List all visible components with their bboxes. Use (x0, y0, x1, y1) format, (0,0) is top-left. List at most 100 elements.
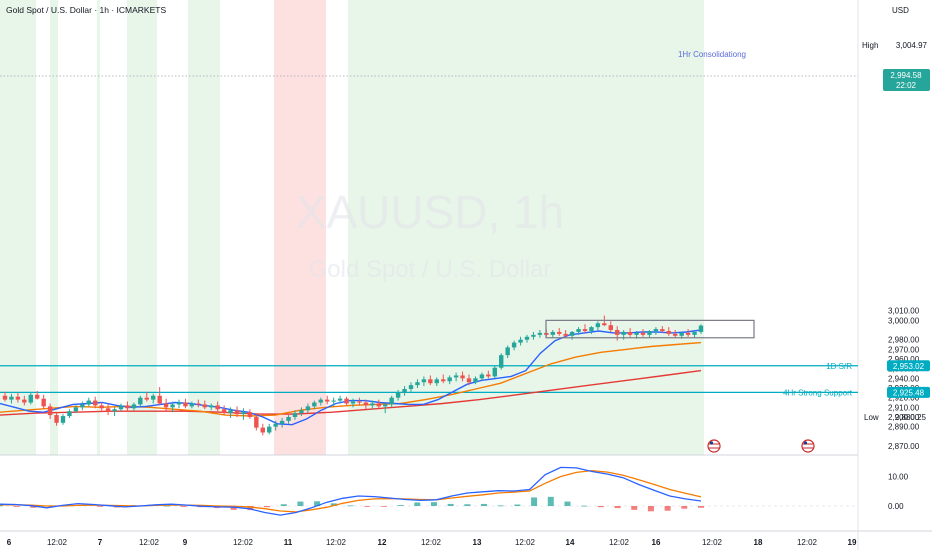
macd-line (0, 466, 702, 516)
candle-body (35, 394, 40, 399)
histogram-bar (430, 502, 437, 506)
consolidation-box[interactable] (545, 319, 755, 339)
candle-body (499, 355, 504, 368)
time-tick-label: 16 (652, 538, 661, 547)
candle-body (47, 406, 53, 416)
candle-body (557, 331, 562, 334)
candle-body (2, 395, 8, 400)
macd-signal-line (0, 469, 702, 513)
candle-body (550, 331, 555, 335)
level-4h-label: 4Hr Strong Support (783, 388, 853, 397)
candle-body (441, 379, 446, 382)
candle-body (80, 404, 85, 408)
session-band (0, 0, 36, 455)
watermark-symbol: XAUUSD, 1h (296, 186, 564, 238)
candle-body (395, 392, 401, 398)
histogram-bar (447, 503, 454, 506)
price-tick-label: 2,980.00 (888, 336, 920, 345)
macd-tick-label: 0.00 (888, 502, 904, 511)
candle-body (615, 330, 620, 335)
candle-body (563, 333, 568, 336)
time-tick-label: 6 (7, 538, 12, 547)
candle-body (221, 409, 227, 414)
histogram-bar (380, 506, 387, 507)
histogram-bar (481, 503, 488, 506)
candle-body (531, 334, 536, 337)
time-tick-label: 7 (98, 538, 103, 547)
histogram-bar (698, 506, 704, 508)
price-tick-label: 2,870.00 (888, 442, 920, 451)
macd-axis: 10.00 0.00 (888, 473, 909, 512)
price-tick-label: 2,970.00 (888, 345, 920, 354)
economic-event-icon[interactable] (801, 439, 815, 453)
candle-body (415, 382, 420, 386)
last-price-tag (883, 69, 930, 91)
histogram-bar (247, 506, 254, 511)
candle-body (647, 330, 652, 335)
histogram-bar (30, 506, 37, 508)
consolidation-label: 1Hr Consolidationg (678, 50, 746, 59)
macd-histogram (0, 496, 704, 512)
candle-body (234, 410, 240, 415)
candle-body (286, 417, 291, 421)
time-tick-label: 13 (473, 538, 482, 547)
candle-body (428, 379, 433, 384)
time-tick-label: 12:02 (515, 538, 536, 547)
histogram-bar (364, 506, 371, 507)
histogram-bar (531, 497, 538, 506)
time-tick-label: 12:02 (797, 538, 818, 547)
candle-body (54, 415, 59, 423)
time-axis[interactable]: 6 12:02 7 12:02 9 12:02 11 12:02 12 12:02 13 12:02 1… (7, 538, 857, 547)
candle-body (9, 396, 14, 400)
candle-body (170, 404, 175, 408)
candle-body (337, 398, 343, 401)
candle-body (325, 399, 330, 402)
candle-body (653, 329, 659, 331)
candle-body (486, 374, 491, 377)
candle-body (209, 405, 214, 408)
candle-body (434, 379, 439, 384)
candle-body (202, 404, 207, 408)
histogram-bar (264, 506, 271, 508)
histogram-bar (597, 506, 604, 508)
price-axis[interactable]: 3,010.003,000.00 2,980.002,970.002,960.00… (888, 307, 920, 451)
time-tick-label: 12 (378, 538, 387, 547)
candle-body (589, 327, 594, 331)
candle-body (67, 411, 72, 417)
candle-body (260, 427, 265, 433)
candle-body (692, 331, 697, 335)
candle-body (131, 404, 137, 409)
candle-body (247, 412, 253, 418)
candle-body (105, 408, 111, 412)
candle-body (569, 331, 575, 336)
candle-body (402, 388, 407, 393)
time-tick-label: 9 (183, 538, 188, 547)
candle-body (479, 374, 485, 379)
high-value: 3,004.97 (896, 41, 928, 50)
time-tick-label: 18 (754, 538, 763, 547)
price-tick-label: 3,010.00 (888, 307, 920, 316)
candle-body (28, 394, 33, 403)
candle-body (640, 332, 646, 335)
time-tick-label: 19 (848, 538, 857, 547)
candle-body (183, 402, 188, 407)
histogram-bar (230, 506, 237, 510)
histogram-bar (280, 504, 287, 506)
candle-body (344, 398, 349, 404)
last-price-value: 2,994.58 (890, 71, 922, 80)
level-1d-label: 1D S/R (826, 362, 852, 371)
candle-body (608, 325, 613, 331)
histogram-bar (347, 505, 354, 507)
session-band (274, 0, 326, 455)
time-tick-label: 12:02 (326, 538, 347, 547)
chart-title: Gold Spot / U.S. Dollar · 1h · ICMARKETS (6, 5, 166, 15)
histogram-bar (581, 505, 588, 507)
time-tick-label: 12:02 (421, 538, 442, 547)
histogram-bar (397, 505, 404, 506)
candle-body (118, 405, 124, 410)
candle-body (602, 323, 607, 326)
economic-event-icon[interactable] (707, 439, 721, 453)
candle-body (312, 402, 317, 407)
